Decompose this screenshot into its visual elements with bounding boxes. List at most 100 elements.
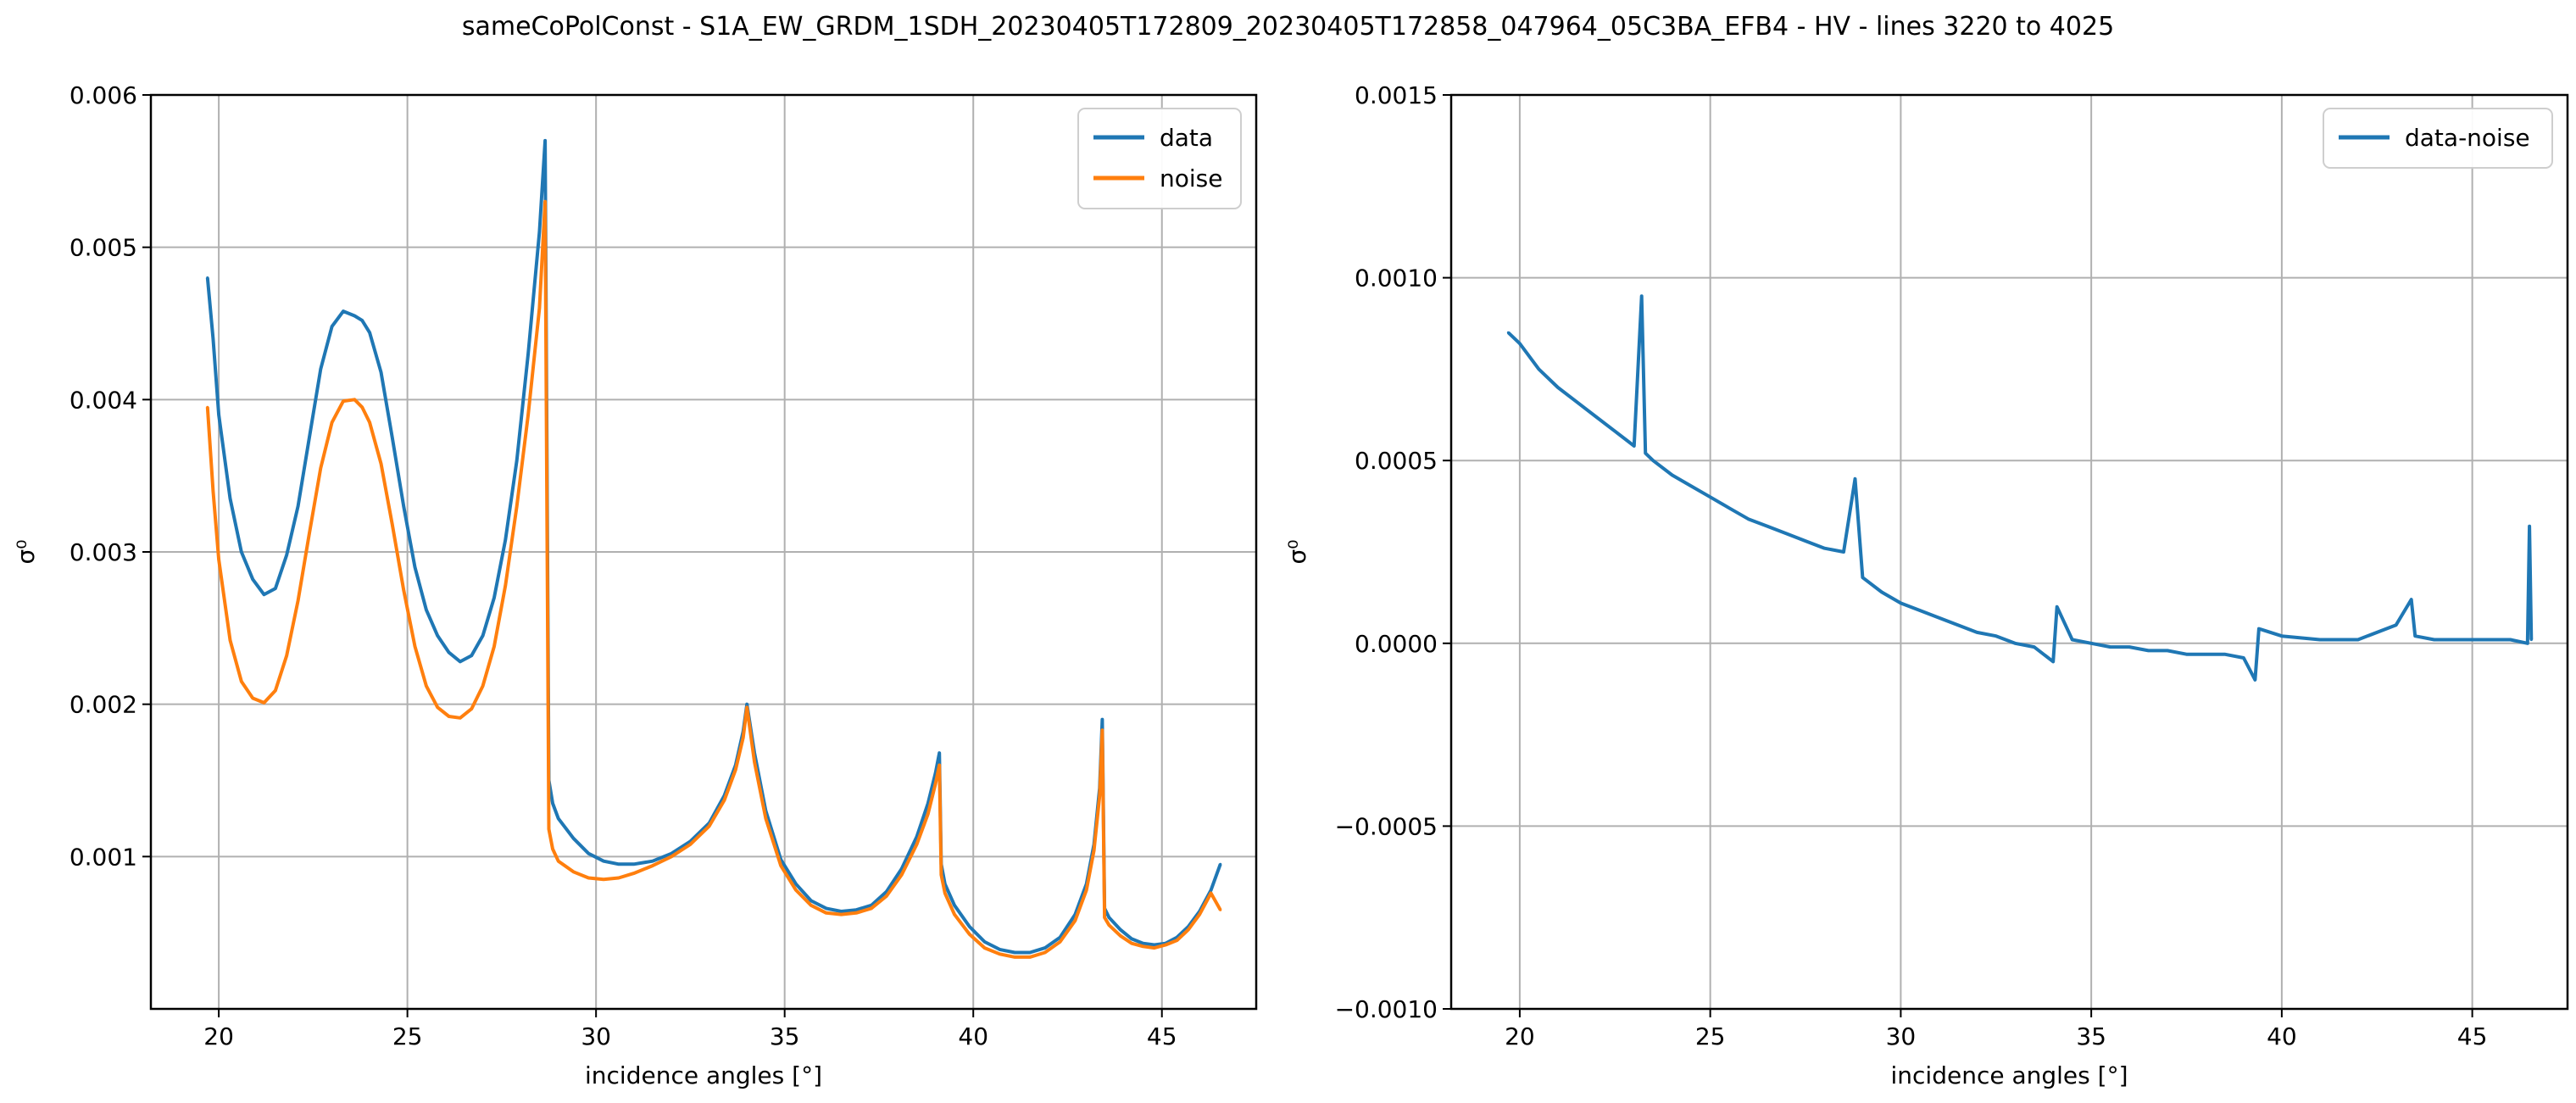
chart-2-point-data-noise-37 [2128,645,2131,649]
chart-1-point-data-19 [402,504,405,508]
chart-1-point-data-59 [900,867,904,871]
chart-1-point-noise-57 [870,906,873,910]
chart-1-point-noise-62 [934,782,937,785]
chart-1-point-noise-64 [939,873,943,877]
chart-1-point-data-0 [206,276,209,280]
chart-1-point-data-7 [274,587,277,590]
chart-2-point-data-noise-52 [2433,638,2436,642]
chart-1-point-noise-86 [1175,939,1179,942]
chart-1-point-noise-7 [274,688,277,693]
chart-2-point-data-noise-4 [1575,400,1578,404]
chart-2-point-data-noise-48 [2356,638,2360,642]
chart-1-point-noise-24 [459,716,462,720]
chart-1-point-data-67 [968,925,971,928]
chart-1-ytick-label-0: 0.001 [70,843,137,871]
chart-2-point-data-noise-39 [2166,649,2169,653]
chart-1-point-noise-19 [402,588,405,592]
chart-2-point-data-noise-13 [1709,495,1712,499]
chart-2-point-data-noise-46 [2280,634,2284,638]
chart-2-ytick-label-5: 0.0015 [1355,81,1438,109]
chart-1-point-data-61 [926,801,930,805]
chart-1-point-data-37 [587,852,590,855]
chart-2-ytick-label-3: 0.0005 [1355,447,1438,475]
chart-1-legend-box [1077,108,1242,209]
chart-1-point-data-78 [1100,718,1104,721]
chart-2-point-data-noise-10 [1651,459,1655,462]
chart-1-point-data-39 [617,862,620,866]
chart-2-point-data-noise-54 [2509,638,2512,642]
chart-1-point-data-10 [308,436,311,439]
chart-2-point-data-noise-22 [1861,576,1864,579]
chart-1-point-noise-14 [353,398,356,401]
chart-1-point-noise-8 [285,654,288,657]
chart-1-ytick-label-2: 0.003 [70,538,137,566]
chart-1-point-data-30 [526,352,530,355]
chart-2-xtick-label-2: 30 [1886,1022,1917,1050]
chart-1-point-noise-67 [968,933,971,936]
chart-1-point-noise-80 [1107,923,1110,927]
chart-1-point-noise-13 [342,399,345,403]
chart-1-point-noise-69 [998,952,1001,955]
chart-2-point-data-noise-11 [1671,473,1674,477]
chart-1-point-data-72 [1043,946,1047,950]
chart-1-point-noise-51 [779,864,782,867]
chart-1-point-data-89 [1210,889,1213,892]
chart-1-point-noise-20 [413,644,417,649]
chart-1-point-noise-33 [547,827,551,831]
chart-1-point-noise-88 [1198,913,1201,916]
chart-1-point-data-66 [953,904,956,907]
chart-2-legend-box [2323,108,2553,169]
chart-2-point-data-noise-5 [1594,415,1598,419]
chart-1-point-noise-84 [1153,946,1156,950]
chart-1-point-noise-78 [1100,728,1104,732]
chart-1-ylabel: σ⁰ [12,540,40,565]
chart-1-point-data-56 [854,908,858,911]
chart-1-point-data-34 [551,801,554,805]
chart-1-point-noise-60 [915,843,919,846]
chart-1-point-data-84 [1153,943,1156,947]
chart-2-xtick-label-1: 25 [1695,1022,1726,1050]
chart-2-point-data-noise-42 [2223,653,2227,656]
chart-1-legend: data noise [1077,108,1242,209]
chart-1-xtick-label-0: 20 [203,1022,234,1050]
chart-1-point-data-14 [353,314,356,318]
chart-1-point-data-69 [998,948,1001,951]
chart-1-point-data-9 [297,504,300,508]
chart-1-point-data-71 [1028,950,1032,955]
chart-1-point-data-17 [379,370,383,374]
chart-1-point-noise-32 [543,200,547,203]
chart-1-point-noise-82 [1130,942,1133,945]
chart-1-xtick-label-5: 45 [1147,1022,1177,1050]
chart-2-ylabel: σ⁰ [1283,540,1311,565]
chart-1-point-noise-34 [551,847,554,851]
chart-1-point-data-53 [810,899,813,902]
chart-2-point-data-noise-50 [2410,598,2413,601]
chart-2-series-data-noise-line [1507,294,2534,682]
chart-2-point-data-noise-29 [1995,634,1998,638]
chart-1-series-noise-line [205,199,1222,959]
chart-1-point-noise-65 [943,891,947,895]
chart-1-point-data-8 [285,554,288,557]
chart-2-point-data-noise-40 [2184,653,2189,656]
chart-1-point-noise-61 [926,812,930,816]
chart-1-point-data-5 [251,577,254,581]
chart-1-xtick-label-3: 35 [770,1022,800,1050]
chart-1-xtick-label-2: 30 [581,1022,611,1050]
chart-1-point-data-18 [391,436,394,439]
chart-1-legend-label-data: data [1160,124,1213,152]
chart-1-point-data-52 [794,883,798,886]
chart-2-point-data-noise-25 [1918,609,1922,612]
chart-2-axes-frame [1449,93,2569,1011]
chart-2-point-data-noise-27 [1956,623,1960,627]
chart-1-point-data-26 [481,634,485,638]
chart-1-point-data-20 [413,565,417,569]
chart-2-point-data-noise-49 [2395,623,2398,627]
chart-2-ytick-label-1: −0.0005 [1335,812,1438,840]
chart-1-point-noise-87 [1187,928,1190,932]
chart-2-point-data-noise-43 [2242,656,2245,660]
chart-1-point-noise-11 [319,466,322,470]
chart-2-point-data-noise-7 [1633,444,1636,448]
chart-2-point-data-noise-17 [1784,532,1789,536]
chart-2-point-data-noise-0 [1506,331,1510,334]
